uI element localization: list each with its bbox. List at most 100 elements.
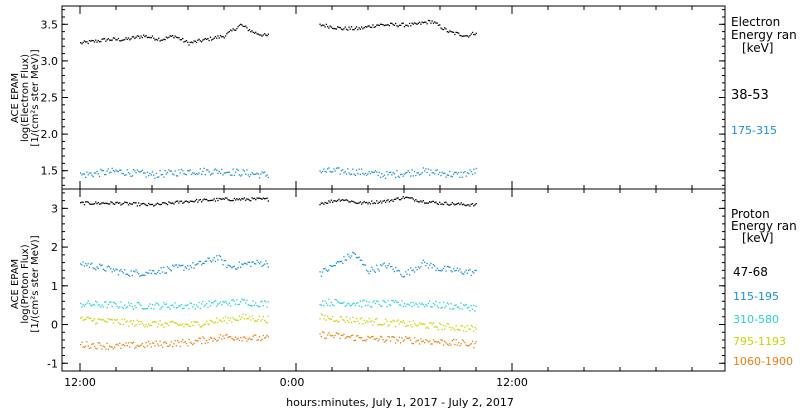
- electron-point: [219, 35, 222, 37]
- proton-point: [392, 300, 394, 302]
- electron-point: [213, 37, 215, 39]
- proton-point: [471, 271, 474, 273]
- proton-point: [373, 202, 375, 204]
- electron-point: [432, 22, 435, 24]
- electron-point: [439, 24, 441, 26]
- proton-point: [335, 262, 338, 264]
- electron-legend: Electron Energy ran [keV] 38-53 175-315: [731, 15, 797, 137]
- electron-point: [211, 173, 213, 175]
- proton-point: [267, 200, 269, 202]
- electron-point: [169, 170, 171, 172]
- proton-point: [174, 322, 176, 324]
- electron-point: [109, 172, 111, 174]
- electron-point: [469, 169, 471, 171]
- proton-point: [168, 345, 170, 347]
- proton-point: [439, 201, 441, 203]
- proton-point: [95, 347, 97, 349]
- electron-point: [187, 41, 189, 43]
- proton-point: [439, 342, 441, 344]
- proton-point: [413, 337, 416, 339]
- electron-point: [267, 176, 269, 179]
- proton-point: [398, 323, 401, 325]
- proton-point: [261, 338, 263, 340]
- proton-point: [102, 202, 104, 204]
- electron-point: [204, 174, 206, 176]
- proton-point: [86, 341, 88, 343]
- proton-point: [135, 346, 137, 348]
- proton-point: [150, 307, 152, 310]
- proton-point: [384, 301, 387, 303]
- electron-point: [455, 31, 457, 33]
- proton-point: [91, 320, 93, 322]
- proton-point: [170, 202, 172, 204]
- proton-point: [388, 324, 390, 326]
- proton-point: [169, 202, 171, 204]
- proton-point: [456, 267, 458, 269]
- proton-point: [165, 322, 167, 324]
- proton-point: [454, 304, 456, 307]
- proton-point: [168, 201, 170, 203]
- proton-point: [426, 262, 428, 265]
- electron-point: [173, 174, 175, 176]
- proton-point: [453, 203, 455, 205]
- proton-point: [474, 326, 476, 328]
- electron-point: [161, 39, 164, 41]
- proton-point: [187, 324, 189, 326]
- proton-point: [124, 345, 126, 347]
- proton-point: [319, 318, 321, 320]
- proton-point: [386, 267, 388, 269]
- proton-point: [226, 333, 228, 336]
- electron-point: [204, 37, 206, 40]
- proton-point: [218, 337, 220, 339]
- proton-point: [321, 300, 324, 302]
- proton-point: [390, 340, 392, 342]
- electron-point: [265, 34, 267, 36]
- electron-point: [91, 39, 93, 42]
- proton-point: [209, 199, 212, 202]
- electron-point: [383, 24, 385, 27]
- proton-point: [201, 326, 203, 328]
- electron-point: [348, 172, 350, 174]
- proton-point: [411, 342, 413, 345]
- proton-point: [465, 344, 467, 346]
- electron-point: [465, 175, 467, 177]
- proton-point: [258, 315, 261, 317]
- proton-point: [456, 203, 458, 205]
- proton-point: [436, 341, 438, 343]
- proton-point: [154, 304, 156, 306]
- electron-point: [369, 172, 372, 175]
- proton-point: [406, 196, 408, 198]
- electron-point: [417, 172, 419, 174]
- proton-point: [465, 303, 467, 306]
- proton-point: [124, 304, 126, 306]
- proton-point: [185, 304, 188, 307]
- proton-point: [319, 333, 321, 335]
- electron-point: [418, 21, 421, 23]
- proton-point: [179, 265, 181, 267]
- electron-point: [400, 173, 402, 176]
- proton-point: [377, 300, 379, 303]
- proton-point: [398, 199, 401, 201]
- proton-point: [180, 200, 183, 202]
- proton-point: [383, 262, 385, 264]
- electron-point: [144, 35, 146, 38]
- proton-point: [266, 334, 268, 336]
- electron-point: [364, 172, 367, 174]
- electron-point: [166, 171, 169, 174]
- proton-point: [405, 336, 407, 338]
- electron-y-tick-label: 3.0: [41, 55, 59, 68]
- proton-point: [325, 302, 327, 304]
- proton-point: [470, 324, 472, 327]
- electron-point: [238, 174, 241, 176]
- proton-point: [120, 301, 122, 303]
- proton-point: [117, 344, 120, 346]
- electron-point: [190, 173, 193, 176]
- proton-point: [146, 307, 149, 310]
- proton-point: [102, 268, 104, 270]
- electron-point: [445, 28, 447, 30]
- proton-point: [264, 300, 266, 302]
- proton-point: [396, 270, 398, 272]
- proton-point: [260, 198, 262, 200]
- electron-point: [209, 174, 212, 176]
- proton-point: [435, 340, 437, 343]
